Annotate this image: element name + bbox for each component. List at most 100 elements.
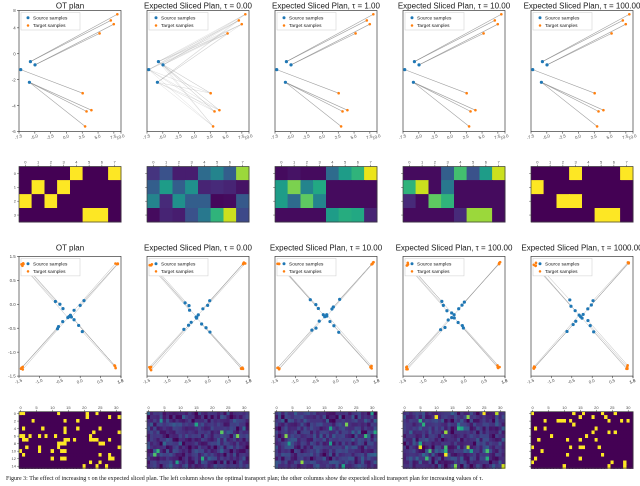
svg-text:7: 7 xyxy=(626,160,629,165)
svg-text:3: 3 xyxy=(575,160,578,165)
svg-text:10: 10 xyxy=(178,405,183,410)
svg-text:-0.5: -0.5 xyxy=(439,377,448,384)
svg-text:-7.5: -7.5 xyxy=(270,133,279,140)
svg-text:5.0: 5.0 xyxy=(606,133,614,140)
svg-text:2: 2 xyxy=(50,160,53,165)
svg-text:10.0: 10.0 xyxy=(116,133,126,141)
svg-text:1.5: 1.5 xyxy=(501,378,509,385)
svg-text:7: 7 xyxy=(370,160,373,165)
svg-text:4: 4 xyxy=(587,160,590,165)
svg-text:2: 2 xyxy=(434,160,437,165)
svg-text:6: 6 xyxy=(101,160,104,165)
svg-text:10: 10 xyxy=(562,405,567,410)
svg-text:15: 15 xyxy=(322,405,327,410)
svg-text:0.0: 0.0 xyxy=(10,302,17,307)
svg-text:7: 7 xyxy=(498,160,501,165)
svg-text:-0.5: -0.5 xyxy=(8,326,16,331)
svg-text:Expected Sliced Plan, τ = 1000: Expected Sliced Plan, τ = 1000.00 xyxy=(521,243,640,252)
svg-text:1.5: 1.5 xyxy=(245,378,253,385)
svg-text:3: 3 xyxy=(63,160,66,165)
svg-text:Source samples: Source samples xyxy=(417,261,452,267)
svg-text:5.0: 5.0 xyxy=(350,133,358,140)
svg-text:14: 14 xyxy=(12,464,17,469)
svg-text:Expected Sliced Plan, τ = 100.: Expected Sliced Plan, τ = 100.00 xyxy=(396,243,513,252)
svg-text:1: 1 xyxy=(165,160,168,165)
svg-text:-4: -4 xyxy=(12,103,16,108)
svg-text:-2: -2 xyxy=(12,77,16,82)
svg-text:2: 2 xyxy=(178,160,181,165)
svg-text:2: 2 xyxy=(14,199,17,204)
svg-text:-1.0: -1.0 xyxy=(419,377,428,384)
svg-text:Target samples: Target samples xyxy=(161,269,194,275)
svg-text:0.0: 0.0 xyxy=(574,133,582,140)
svg-text:5: 5 xyxy=(88,160,91,165)
svg-text:-0.5: -0.5 xyxy=(55,377,64,384)
svg-text:15: 15 xyxy=(450,405,455,410)
svg-text:25: 25 xyxy=(98,405,103,410)
svg-text:4: 4 xyxy=(203,160,206,165)
svg-text:8: 8 xyxy=(13,8,16,13)
svg-text:0.5: 0.5 xyxy=(10,278,17,283)
svg-text:4: 4 xyxy=(75,160,78,165)
svg-text:0.0: 0.0 xyxy=(62,133,70,140)
svg-text:-2.5: -2.5 xyxy=(430,133,439,140)
svg-text:Target samples: Target samples xyxy=(545,269,578,275)
svg-text:30: 30 xyxy=(498,405,503,410)
svg-text:1: 1 xyxy=(37,160,40,165)
svg-text:5.0: 5.0 xyxy=(478,133,486,140)
svg-text:Target samples: Target samples xyxy=(545,23,578,29)
svg-text:-1.0: -1.0 xyxy=(163,377,172,384)
svg-text:7: 7 xyxy=(242,160,245,165)
svg-text:Expected Sliced Plan, τ = 10.0: Expected Sliced Plan, τ = 10.00 xyxy=(270,243,383,252)
svg-text:0.0: 0.0 xyxy=(588,378,596,385)
svg-text:1: 1 xyxy=(549,160,552,165)
svg-text:Source samples: Source samples xyxy=(289,261,324,267)
svg-text:-2.5: -2.5 xyxy=(174,133,183,140)
svg-text:0.5: 0.5 xyxy=(224,378,232,385)
svg-text:3: 3 xyxy=(447,160,450,165)
svg-text:2.5: 2.5 xyxy=(462,133,470,140)
svg-text:20: 20 xyxy=(82,405,87,410)
svg-text:0.5: 0.5 xyxy=(96,378,104,385)
svg-text:5: 5 xyxy=(344,160,347,165)
svg-text:Expected Sliced Plan, τ = 0.00: Expected Sliced Plan, τ = 0.00 xyxy=(144,2,252,11)
svg-text:-7.5: -7.5 xyxy=(526,133,535,140)
svg-text:-6: -6 xyxy=(12,129,16,134)
svg-text:25: 25 xyxy=(610,405,615,410)
svg-text:0: 0 xyxy=(536,160,539,165)
svg-text:-5.0: -5.0 xyxy=(542,133,551,140)
svg-text:-1.5: -1.5 xyxy=(398,377,407,384)
svg-text:-1.5: -1.5 xyxy=(526,377,535,384)
svg-text:10: 10 xyxy=(306,405,311,410)
svg-text:1: 1 xyxy=(293,160,296,165)
svg-text:-5.0: -5.0 xyxy=(158,133,167,140)
svg-text:30: 30 xyxy=(242,405,247,410)
svg-text:6: 6 xyxy=(485,160,488,165)
svg-text:-1.0: -1.0 xyxy=(291,377,300,384)
svg-text:10: 10 xyxy=(434,405,439,410)
svg-text:Target samples: Target samples xyxy=(417,23,450,29)
svg-text:-0.5: -0.5 xyxy=(183,377,192,384)
svg-text:15: 15 xyxy=(66,405,71,410)
svg-text:25: 25 xyxy=(354,405,359,410)
svg-text:Target samples: Target samples xyxy=(161,23,194,29)
svg-text:2: 2 xyxy=(14,419,17,424)
svg-text:10: 10 xyxy=(12,449,17,454)
svg-text:0: 0 xyxy=(14,411,17,416)
svg-text:0.0: 0.0 xyxy=(446,133,454,140)
svg-text:3: 3 xyxy=(319,160,322,165)
svg-text:-1.5: -1.5 xyxy=(270,377,279,384)
svg-text:Source samples: Source samples xyxy=(161,16,196,22)
svg-text:-2.5: -2.5 xyxy=(302,133,311,140)
svg-text:1.5: 1.5 xyxy=(117,378,125,385)
svg-text:20: 20 xyxy=(210,405,215,410)
svg-text:5: 5 xyxy=(216,160,219,165)
svg-text:0.5: 0.5 xyxy=(608,378,616,385)
svg-text:30: 30 xyxy=(114,405,119,410)
svg-text:4: 4 xyxy=(14,426,17,431)
svg-text:-5.0: -5.0 xyxy=(414,133,423,140)
svg-text:Source samples: Source samples xyxy=(33,16,68,22)
svg-text:-0.5: -0.5 xyxy=(567,377,576,384)
svg-text:0.5: 0.5 xyxy=(480,378,488,385)
svg-text:10.0: 10.0 xyxy=(500,133,510,141)
